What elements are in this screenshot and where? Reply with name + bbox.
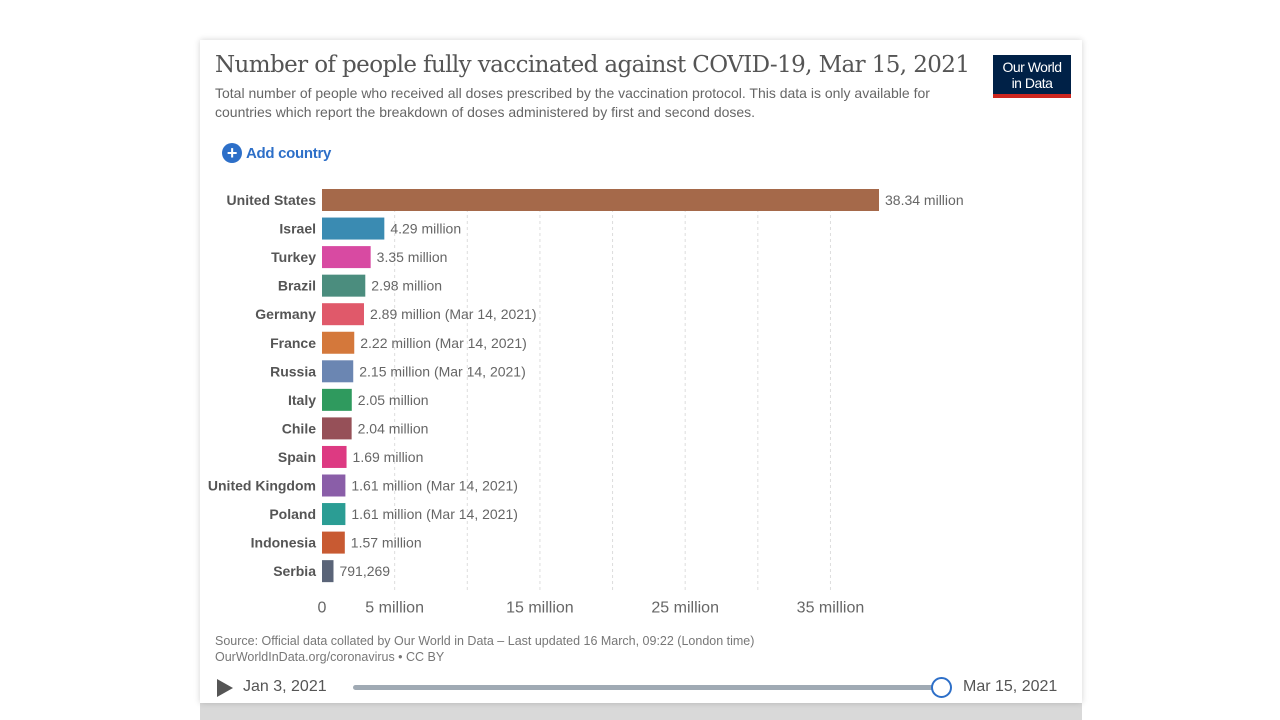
- value-label: 791,269: [339, 563, 390, 579]
- chart-title: Number of people fully vaccinated agains…: [215, 52, 970, 78]
- logo-line-2: in Data: [1011, 75, 1053, 91]
- value-label: 2.89 million (Mar 14, 2021): [370, 306, 537, 322]
- source-link[interactable]: OurWorldInData.org/coronavirus • CC BY: [215, 650, 445, 664]
- add-country-button[interactable]: + Add country: [222, 143, 331, 163]
- value-label: 1.61 million (Mar 14, 2021): [351, 478, 518, 494]
- category-label: Brazil: [278, 278, 316, 294]
- timeline-track[interactable]: [353, 685, 943, 690]
- bar-chart: United States 38.34 million Israel 4.29 mil…: [208, 189, 964, 617]
- timeline-start-date: Jan 3, 2021: [243, 678, 327, 695]
- bar-chile: [322, 417, 352, 440]
- play-icon[interactable]: [217, 679, 233, 697]
- category-label: Italy: [288, 392, 316, 408]
- timeline-end-date: Mar 15, 2021: [963, 678, 1058, 695]
- bar-poland: [322, 503, 346, 526]
- bar-germany: [322, 303, 364, 326]
- bar-spain: [322, 445, 347, 468]
- category-label: United Kingdom: [208, 478, 316, 494]
- category-label: Spain: [278, 449, 316, 465]
- timeline-handle[interactable]: [931, 677, 952, 698]
- value-label: 2.22 million (Mar 14, 2021): [360, 335, 527, 351]
- chart-subtitle: Total number of people who received all …: [215, 85, 930, 120]
- category-label: Turkey: [271, 249, 316, 265]
- value-label: 2.15 million (Mar 14, 2021): [359, 363, 526, 379]
- category-label: Indonesia: [251, 535, 317, 551]
- bar-brazil: [322, 274, 366, 297]
- plus-circle-icon: +: [222, 143, 242, 163]
- source-note: Source: Official data collated by Our Wo…: [215, 633, 754, 665]
- chart-card: Number of people fully vaccinated agains…: [200, 40, 1082, 703]
- source-text: Source: Official data collated by Our Wo…: [215, 634, 755, 648]
- bar-israel: [322, 217, 385, 240]
- value-label: 38.34 million: [885, 192, 964, 208]
- owid-logo[interactable]: Our World in Data: [993, 55, 1071, 98]
- page-shadow-band: [200, 703, 1082, 720]
- x-tick-label: 5 million: [365, 600, 424, 617]
- category-label: Russia: [270, 363, 316, 379]
- category-label: United States: [227, 192, 317, 208]
- timeline: Jan 3, 2021 Mar 15, 2021: [215, 676, 1075, 700]
- value-label: 1.57 million: [351, 535, 422, 551]
- value-label: 2.04 million: [358, 420, 429, 436]
- value-label: 3.35 million: [377, 249, 448, 265]
- category-label: Israel: [279, 221, 316, 237]
- bar-united-kingdom: [322, 474, 346, 497]
- value-label: 4.29 million: [390, 221, 461, 237]
- value-label: 2.98 million: [371, 278, 442, 294]
- add-country-label: Add country: [246, 144, 332, 162]
- category-label: Chile: [282, 420, 316, 436]
- bar-russia: [322, 360, 354, 383]
- bar-united-states: [322, 189, 879, 211]
- category-label: Serbia: [273, 563, 316, 579]
- x-tick-label: 0: [318, 600, 327, 617]
- bar-turkey: [322, 246, 371, 269]
- value-label: 1.61 million (Mar 14, 2021): [351, 506, 518, 522]
- category-label: Germany: [255, 306, 316, 322]
- value-label: 2.05 million: [358, 392, 429, 408]
- bar-france: [322, 331, 355, 354]
- category-label: Poland: [269, 506, 316, 522]
- logo-line-1: Our World: [1002, 59, 1062, 75]
- x-tick-label: 25 million: [651, 600, 719, 617]
- x-tick-label: 35 million: [797, 600, 865, 617]
- x-tick-label: 15 million: [506, 600, 574, 617]
- category-label: France: [270, 335, 316, 351]
- bar-serbia: [322, 560, 334, 583]
- bar-italy: [322, 388, 352, 411]
- value-label: 1.69 million: [353, 449, 424, 465]
- bar-indonesia: [322, 531, 345, 554]
